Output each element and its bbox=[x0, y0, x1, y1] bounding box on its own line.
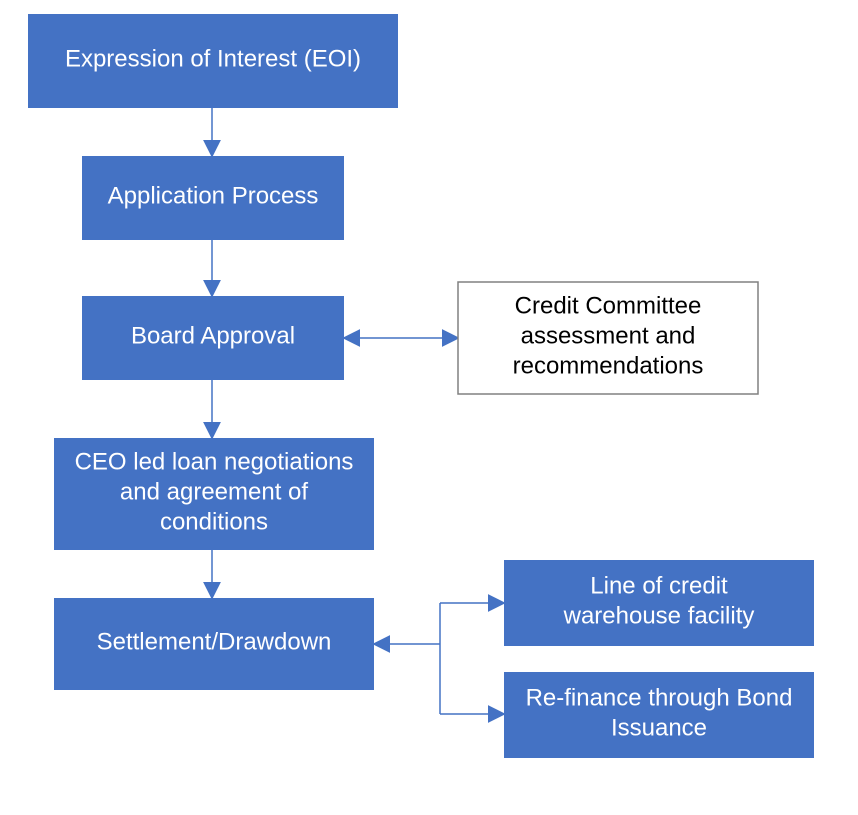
node-line-label: warehouse facility bbox=[563, 602, 755, 629]
node-settle-label: Settlement/Drawdown bbox=[97, 628, 332, 655]
nodes: Expression of Interest (EOI) Application … bbox=[28, 14, 814, 758]
node-app: Application Process bbox=[82, 156, 344, 240]
node-committee-label: recommendations bbox=[513, 352, 704, 379]
node-eoi: Expression of Interest (EOI) bbox=[28, 14, 398, 108]
node-refi-label: Re-finance through Bond bbox=[526, 684, 793, 711]
node-committee: Credit Committee assessment and recommenda… bbox=[458, 282, 758, 394]
node-refi: Re-finance through Bond Issuance bbox=[504, 672, 814, 758]
node-ceo-label: conditions bbox=[160, 508, 268, 535]
node-eoi-label: Expression of Interest (EOI) bbox=[65, 45, 361, 72]
node-board: Board Approval bbox=[82, 296, 344, 380]
node-ceo-label: and agreement of bbox=[120, 478, 308, 505]
node-committee-label: assessment and bbox=[521, 322, 696, 349]
node-line-label: Line of credit bbox=[590, 572, 728, 599]
node-settle: Settlement/Drawdown bbox=[54, 598, 374, 690]
node-app-label: Application Process bbox=[108, 182, 319, 209]
node-line: Line of credit warehouse facility bbox=[504, 560, 814, 646]
node-committee-label: Credit Committee bbox=[515, 292, 702, 319]
node-ceo: CEO led loan negotiations and agreement o… bbox=[54, 438, 374, 550]
node-ceo-label: CEO led loan negotiations bbox=[75, 448, 354, 475]
node-board-label: Board Approval bbox=[131, 322, 295, 349]
node-refi-label: Issuance bbox=[611, 714, 707, 741]
